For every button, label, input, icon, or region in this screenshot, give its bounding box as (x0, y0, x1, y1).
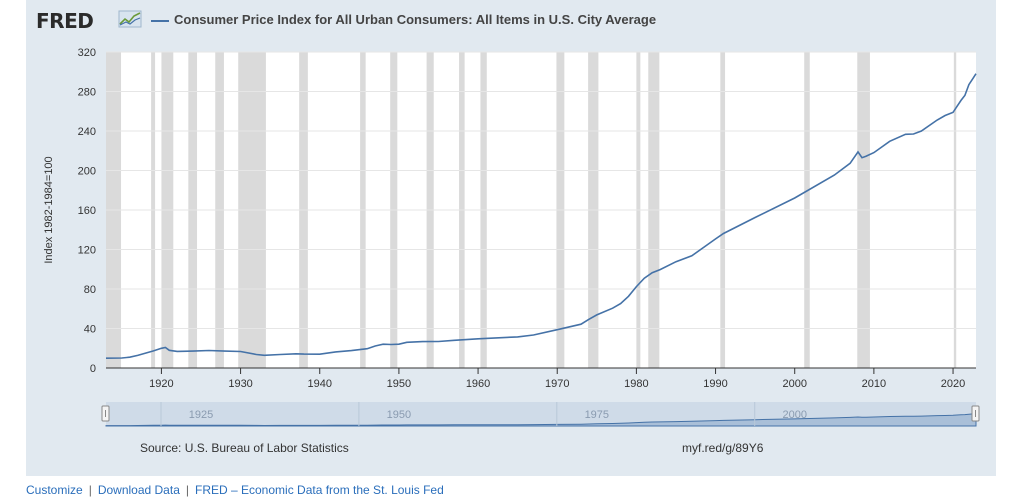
x-tick-label: 1980 (624, 378, 648, 390)
chart-svg[interactable]: 0 40 80 120 160 200 240 280 320 1920 1930 1940 1950… (26, 0, 996, 440)
line-chart-icon (118, 10, 142, 28)
y-tick-label: 280 (78, 87, 96, 99)
navigator-tick-label: 1950 (387, 409, 411, 421)
fred-home-link[interactable]: FRED – Economic Data from the St. Louis … (195, 483, 444, 497)
source-text: Source: U.S. Bureau of Labor Statistics (140, 441, 349, 455)
footer-separator: | (185, 483, 189, 497)
legend-series-line (151, 20, 169, 22)
y-tick-label: 40 (84, 324, 96, 336)
x-tick-label: 1940 (307, 378, 331, 390)
y-tick-label: 200 (78, 166, 96, 178)
chart-title: Consumer Price Index for All Urban Consu… (174, 12, 657, 27)
x-tick-label: 1920 (149, 378, 173, 390)
footer-links: Customize | Download Data | FRED – Economic … (26, 483, 444, 497)
y-tick-label: 120 (78, 245, 96, 257)
download-data-link[interactable]: Download Data (97, 483, 180, 497)
x-tick-label: 1970 (545, 378, 569, 390)
chart-panel: FRED Consumer Price Index for All Urban … (26, 0, 996, 476)
navigator-tick-label: 1925 (189, 409, 213, 421)
short-link[interactable]: myf.red/g/89Y6 (682, 441, 764, 455)
y-tick-label: 240 (78, 126, 96, 138)
fred-logo[interactable]: FRED (36, 9, 94, 33)
x-tick-label: 2000 (782, 378, 806, 390)
y-tick-label: 0 (90, 363, 96, 375)
navigator-tick-label: 1975 (585, 409, 609, 421)
navigator-tick-label: 2000 (782, 409, 806, 421)
x-tick-label: 1950 (387, 378, 411, 390)
footer-separator: | (88, 483, 92, 497)
x-tick-label: 1960 (466, 378, 490, 390)
x-tick-label: 2020 (941, 378, 965, 390)
x-tick-label: 2010 (862, 378, 886, 390)
x-tick-label: 1990 (703, 378, 727, 390)
y-tick-label: 320 (78, 47, 96, 59)
navigator-area (105, 413, 977, 427)
series-line-cpi[interactable] (105, 73, 977, 359)
y-tick-label: 80 (84, 284, 96, 296)
x-tick-label: 1930 (228, 378, 252, 390)
customize-link[interactable]: Customize (26, 483, 83, 497)
y-tick-label: 160 (78, 205, 96, 217)
